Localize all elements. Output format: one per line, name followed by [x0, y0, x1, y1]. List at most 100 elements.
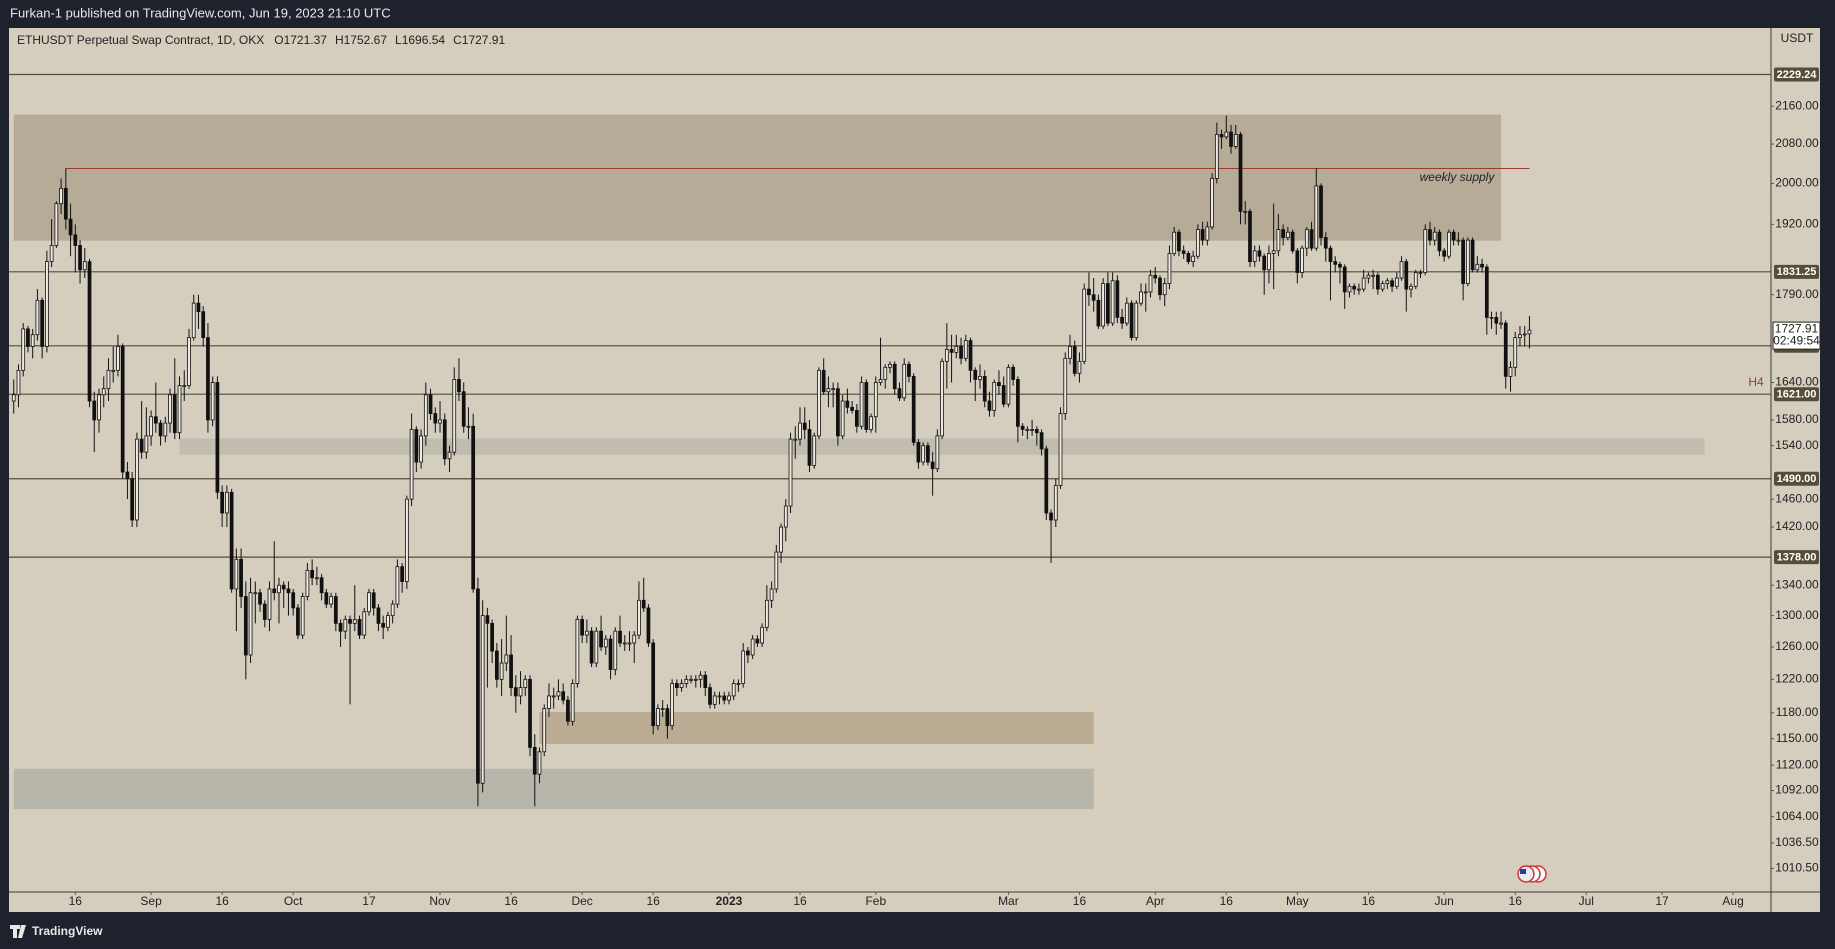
candle-body — [940, 360, 944, 437]
candle-body — [566, 699, 570, 722]
candle-body — [1224, 131, 1229, 138]
candle-body — [911, 376, 916, 443]
candle-body — [873, 382, 878, 418]
y-tick-label: 1420.00 — [1775, 519, 1819, 533]
footer: TradingView — [10, 924, 103, 938]
brand-logo — [10, 925, 26, 938]
candle-body — [130, 478, 135, 521]
candle-body — [755, 638, 760, 644]
candle-body — [125, 471, 130, 480]
candle-body — [679, 683, 684, 689]
candle-body — [234, 558, 239, 590]
candle-body — [982, 376, 987, 402]
candle-body — [1006, 366, 1011, 405]
candle-body — [400, 566, 405, 582]
candle-body — [281, 584, 286, 590]
candle-body — [878, 379, 883, 383]
candle-body — [357, 619, 362, 636]
candle-body — [158, 422, 163, 437]
candle-body — [1290, 231, 1295, 252]
candle-body — [1110, 280, 1115, 324]
candle-body — [106, 369, 111, 390]
zone — [539, 711, 1094, 744]
ohlc-key: H — [335, 33, 344, 47]
candle-body — [1357, 288, 1361, 291]
candle-body — [26, 328, 30, 347]
candle-body — [665, 708, 670, 727]
candle-body — [1262, 255, 1267, 271]
candle-body — [1158, 277, 1162, 296]
candle-body — [916, 441, 921, 463]
candle-body — [788, 438, 793, 507]
candle-body — [1172, 231, 1177, 254]
candle-body — [447, 451, 452, 460]
level-label: 1831.25 — [1777, 266, 1817, 278]
candle-body — [296, 607, 300, 636]
candle-body — [1252, 250, 1257, 263]
x-tick-label: May — [1286, 894, 1309, 908]
ohlc-value: 1721.37 — [284, 33, 328, 47]
candle-body — [1470, 239, 1475, 271]
x-tick-label: 16 — [69, 894, 83, 908]
candle-body — [163, 422, 168, 437]
candle-body — [305, 569, 310, 597]
candle-body — [693, 678, 698, 681]
candle-body — [1068, 346, 1072, 359]
symbol: ETHUSDT Perpetual Swap Contract, 1D, OKX — [17, 33, 264, 47]
candle-body — [869, 416, 873, 430]
candle-body — [641, 599, 646, 609]
candle-body — [277, 584, 281, 594]
ohlc-value: 1727.91 — [462, 33, 506, 47]
candle-body — [243, 596, 248, 656]
candle-body — [513, 687, 518, 697]
y-tick-label: 1790.00 — [1775, 287, 1819, 301]
candle-body — [1451, 231, 1456, 241]
candle-body — [1205, 226, 1210, 241]
candle-body — [1191, 255, 1196, 263]
candle-body — [603, 638, 608, 648]
candle-body — [54, 203, 59, 246]
candle-body — [461, 391, 466, 427]
candle-body — [1413, 272, 1418, 287]
x-tick-label: 16 — [793, 894, 807, 908]
candle-body — [362, 611, 367, 636]
candle-body — [674, 683, 679, 689]
candle-body — [1347, 285, 1352, 293]
annotation: weekly supply — [1420, 170, 1496, 184]
candle-body — [1025, 429, 1030, 431]
candle-body — [466, 425, 471, 428]
candle-body — [239, 558, 243, 597]
candle-body — [352, 619, 357, 624]
candle-body — [371, 592, 376, 609]
candle-body — [646, 607, 651, 644]
candle-body — [551, 695, 556, 698]
candle-body — [637, 599, 641, 636]
level-label-box — [1774, 67, 1819, 82]
candle-body — [1072, 346, 1077, 374]
candle-body — [485, 615, 490, 624]
candle-body — [78, 245, 82, 271]
x-tick-label: Jun — [1434, 894, 1453, 908]
candle-body — [1338, 263, 1342, 268]
y-tick-label: 1120.00 — [1776, 757, 1819, 771]
candle-body — [859, 382, 864, 427]
candle-body — [1238, 134, 1243, 212]
candle-body — [660, 708, 665, 710]
candle-body — [831, 388, 836, 391]
candle-body — [1319, 185, 1323, 238]
candle-body — [405, 498, 409, 582]
candle-body — [1342, 266, 1347, 293]
y-tick-label: 1340.00 — [1775, 577, 1819, 591]
currency-label: USDT — [1781, 31, 1814, 45]
y-tick-label: 1220.00 — [1775, 672, 1819, 686]
candle-body — [760, 626, 764, 644]
candle-body — [949, 349, 954, 353]
candle-body — [324, 592, 329, 605]
candle-body — [1167, 253, 1172, 284]
candle-body — [490, 622, 494, 652]
candle-body — [731, 683, 736, 697]
candle-body — [1219, 134, 1224, 138]
candle-body — [968, 340, 973, 371]
x-tick-label: 17 — [362, 894, 376, 908]
